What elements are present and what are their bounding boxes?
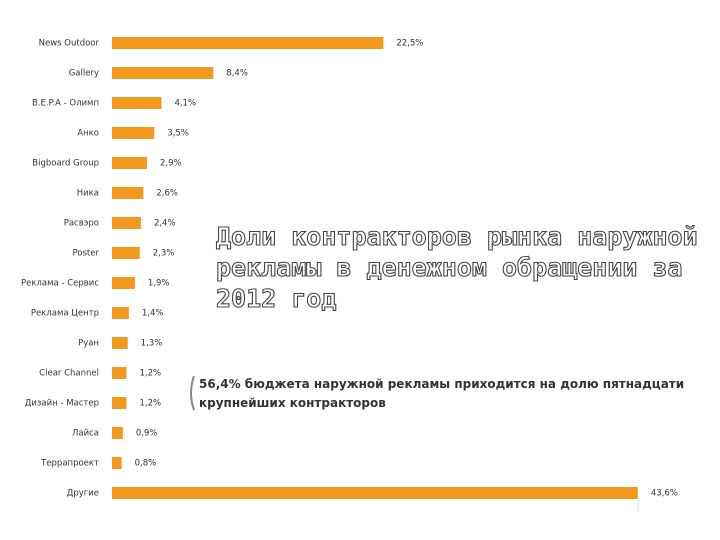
category-label: Реклама - Сервис <box>21 279 99 289</box>
value-label: 1,9% <box>148 279 170 289</box>
chart-title: 2012 год <box>216 284 336 313</box>
bar <box>112 397 127 409</box>
category-label: Другие <box>67 489 99 499</box>
category-label: Clear Channel <box>39 369 99 379</box>
value-label: 3,5% <box>167 129 189 139</box>
category-label: News Outdoor <box>39 39 100 49</box>
category-label: Расвэро <box>64 219 99 229</box>
value-label: 2,4% <box>154 219 176 229</box>
value-label: 2,9% <box>160 159 182 169</box>
value-label: 8,4% <box>226 69 248 79</box>
bar <box>112 37 384 49</box>
category-label: Террапроект <box>40 459 99 469</box>
bar <box>112 427 123 439</box>
chart-title: рекламы в денежном обращении за <box>216 253 683 282</box>
category-label: B.E.P.A - Олимп <box>32 99 99 109</box>
category-label: Bigboard Group <box>32 159 99 169</box>
bracket <box>190 375 195 411</box>
bar <box>112 127 155 139</box>
value-label: 4,1% <box>174 99 196 109</box>
value-label: 1,3% <box>141 339 163 349</box>
bar <box>112 487 638 499</box>
bar <box>112 457 122 469</box>
bar <box>112 367 127 379</box>
bar <box>112 247 140 259</box>
category-label: Дизайн - Мастер <box>25 399 99 409</box>
category-label: Ника <box>77 189 99 199</box>
value-label: 2,3% <box>153 249 175 259</box>
category-label: Реклама Центр <box>31 309 99 319</box>
bar <box>112 97 162 109</box>
value-label: 1,2% <box>139 399 161 409</box>
category-label: Лайса <box>72 429 99 439</box>
value-label: 2,6% <box>156 189 178 199</box>
bar <box>112 157 147 169</box>
value-label: 0,8% <box>135 459 157 469</box>
value-label: 0,9% <box>136 429 158 439</box>
bar <box>112 187 144 199</box>
category-label: Руан <box>78 339 99 349</box>
value-label: 1,4% <box>142 309 164 319</box>
value-label: 1,2% <box>139 369 161 379</box>
value-label: 22,5% <box>396 39 423 49</box>
bar <box>112 307 129 319</box>
bar <box>112 337 128 349</box>
bar <box>112 217 141 229</box>
bar <box>112 277 135 289</box>
annotation: крупнейших контракторов <box>199 396 386 410</box>
value-label: 43,6% <box>651 489 678 499</box>
chart-title: Доли контракторов рынка наружной <box>216 222 698 251</box>
annotation: 56,4% бюджета наружной рекламы приходитс… <box>199 377 684 391</box>
category-label: Анко <box>77 129 99 139</box>
category-label: Gallery <box>69 69 99 79</box>
bar <box>112 67 214 79</box>
category-label: Poster <box>72 249 99 259</box>
